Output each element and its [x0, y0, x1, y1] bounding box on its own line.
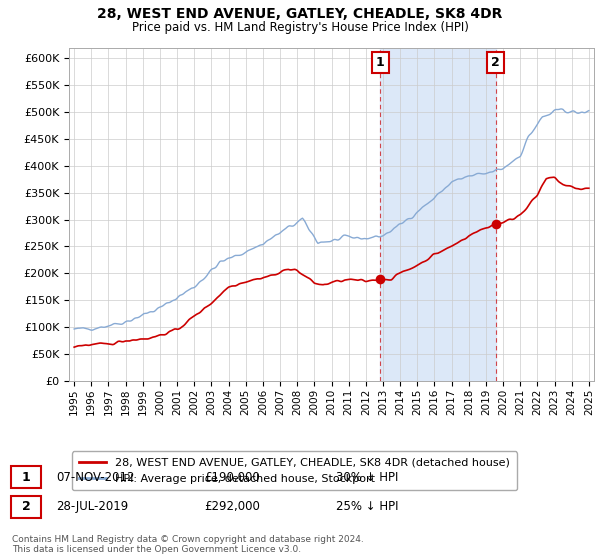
Text: 25% ↓ HPI: 25% ↓ HPI: [336, 500, 398, 514]
Text: 28-JUL-2019: 28-JUL-2019: [56, 500, 128, 514]
Text: £292,000: £292,000: [204, 500, 260, 514]
Bar: [380, 48, 496, 381]
Text: 1: 1: [376, 56, 385, 69]
Text: 07-NOV-2012: 07-NOV-2012: [56, 470, 134, 484]
Legend: 28, WEST END AVENUE, GATLEY, CHEADLE, SK8 4DR (detached house), HPI: Average pri: 28, WEST END AVENUE, GATLEY, CHEADLE, SK…: [72, 451, 517, 490]
Text: 1: 1: [22, 470, 31, 484]
Text: Price paid vs. HM Land Registry's House Price Index (HPI): Price paid vs. HM Land Registry's House …: [131, 21, 469, 34]
Text: £190,000: £190,000: [204, 470, 260, 484]
Text: Contains HM Land Registry data © Crown copyright and database right 2024.
This d: Contains HM Land Registry data © Crown c…: [12, 535, 364, 554]
Text: 2: 2: [491, 56, 500, 69]
Text: 30% ↓ HPI: 30% ↓ HPI: [336, 470, 398, 484]
Text: 2: 2: [22, 500, 31, 514]
Text: 28, WEST END AVENUE, GATLEY, CHEADLE, SK8 4DR: 28, WEST END AVENUE, GATLEY, CHEADLE, SK…: [97, 7, 503, 21]
